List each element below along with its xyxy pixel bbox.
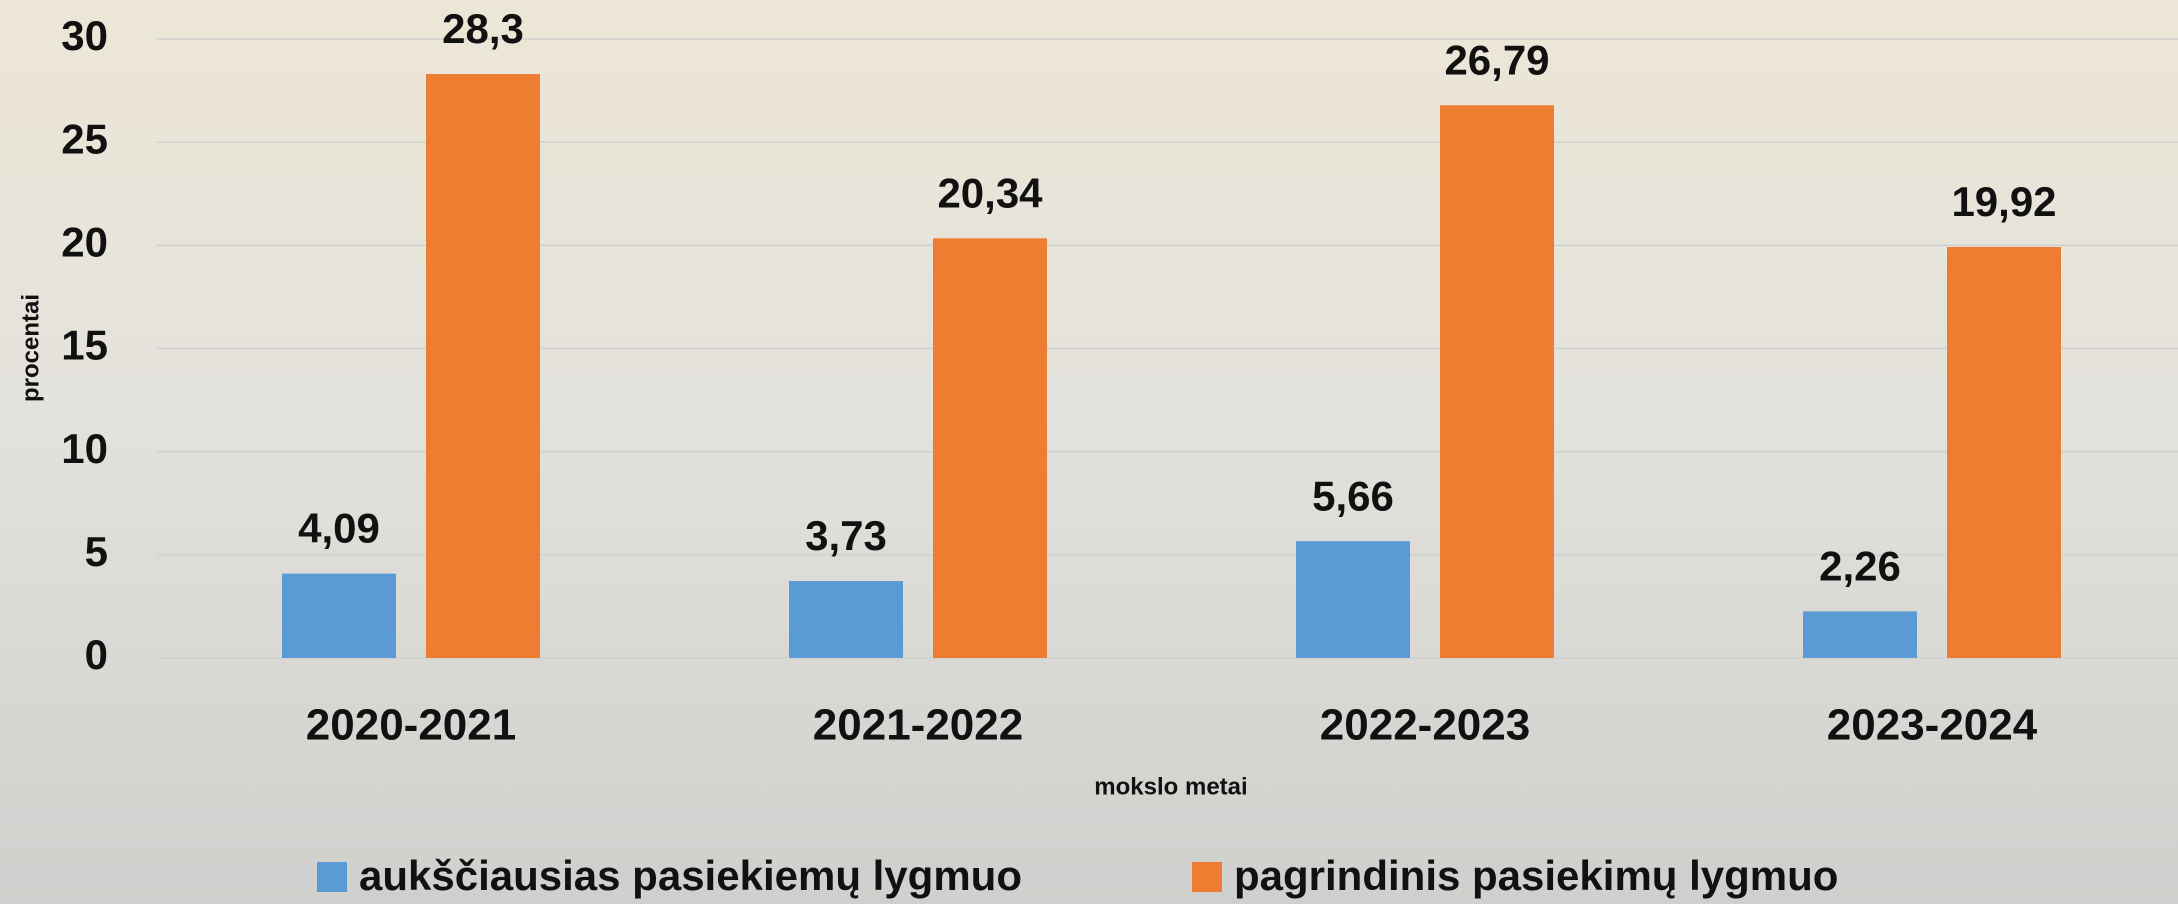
bar (1947, 246, 2061, 658)
bar (789, 581, 903, 658)
value-label: 4,09 (298, 505, 380, 552)
value-label: 20,34 (937, 169, 1043, 216)
y-tick-label: 25 (61, 115, 108, 162)
bar (1803, 611, 1917, 658)
y-tick-label: 0 (85, 631, 108, 678)
value-label: 19,92 (1951, 178, 2056, 225)
value-label: 26,79 (1444, 36, 1549, 83)
y-tick-label: 10 (61, 425, 108, 472)
x-tick-label: 2023-2024 (1827, 701, 2038, 750)
legend-label: aukščiausias pasiekiemų lygmuo (359, 852, 1022, 899)
x-tick-label: 2022-2023 (1320, 701, 1530, 750)
bar (426, 74, 540, 659)
x-axis-title: mokslo metai (1094, 773, 1247, 800)
y-axis-title: procentai (17, 294, 44, 402)
bar (933, 238, 1047, 658)
bar (1440, 105, 1554, 658)
y-tick-label: 30 (61, 12, 108, 59)
x-tick-label: 2020-2021 (306, 701, 516, 750)
legend-label: pagrindinis pasiekimų lygmuo (1234, 852, 1838, 899)
y-tick-label: 5 (85, 528, 108, 575)
x-tick-label: 2021-2022 (813, 701, 1023, 750)
value-label: 3,73 (805, 512, 887, 559)
legend-swatch (317, 862, 347, 892)
y-tick-label: 15 (61, 322, 108, 369)
legend-swatch (1192, 862, 1222, 892)
value-label: 2,26 (1819, 542, 1901, 589)
value-label: 28,3 (442, 5, 524, 52)
bar (1296, 541, 1410, 658)
bar (282, 573, 396, 658)
value-label: 5,66 (1312, 472, 1394, 519)
y-tick-label: 20 (61, 218, 108, 265)
